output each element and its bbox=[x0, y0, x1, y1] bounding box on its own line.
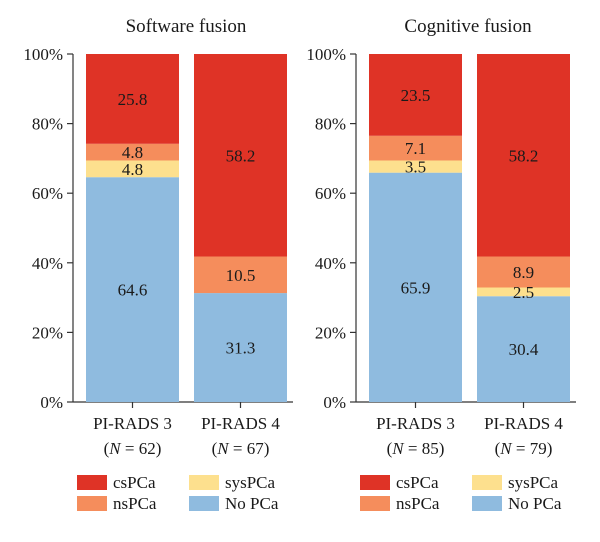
y-tick-label: 20% bbox=[32, 323, 63, 342]
y-tick-label: 0% bbox=[40, 393, 63, 412]
x-category-label: PI-RADS 3 bbox=[93, 414, 172, 433]
data-label: 10.5 bbox=[226, 266, 256, 285]
bar-segment-syspca bbox=[369, 160, 462, 173]
x-category-count: (N = 67) bbox=[212, 439, 270, 458]
legend-swatch bbox=[77, 496, 107, 511]
data-label: 58.2 bbox=[509, 146, 539, 165]
x-category-label: PI-RADS 4 bbox=[201, 414, 280, 433]
y-tick-label: 20% bbox=[315, 323, 346, 342]
y-tick-label: 40% bbox=[315, 254, 346, 273]
x-category-count: (N = 62) bbox=[104, 439, 162, 458]
bar-segment-no-pca bbox=[369, 172, 462, 402]
legend-label: sysPCa bbox=[225, 473, 276, 492]
legend-swatch bbox=[472, 496, 502, 511]
legend-swatch bbox=[472, 475, 502, 490]
x-category-label: PI-RADS 4 bbox=[484, 414, 563, 433]
y-tick-label: 80% bbox=[315, 115, 346, 134]
y-tick-label: 40% bbox=[32, 254, 63, 273]
legend-label: nsPCa bbox=[113, 494, 157, 513]
legend-label: csPCa bbox=[113, 473, 156, 492]
bar-segment-cspca bbox=[86, 54, 179, 144]
y-tick-label: 80% bbox=[32, 115, 63, 134]
chart-panel-2: Cognitive fusion 0% 20% 40% 60% 80% 100% 65.9 3.… bbox=[306, 16, 576, 513]
bar-segment-cspca bbox=[194, 54, 287, 257]
y-tick-label: 60% bbox=[315, 184, 346, 203]
legend-swatch bbox=[77, 475, 107, 490]
data-label: 31.3 bbox=[226, 339, 256, 358]
data-label: 25.8 bbox=[118, 90, 148, 109]
bar-segment-no-pca bbox=[86, 177, 179, 402]
data-label: 2.5 bbox=[513, 283, 534, 302]
bar-segment-syspca bbox=[86, 160, 179, 178]
y-tick-label: 100% bbox=[306, 45, 346, 64]
bar-segment-no-pca bbox=[477, 296, 570, 402]
chart-title: Cognitive fusion bbox=[404, 16, 532, 37]
data-label: 23.5 bbox=[401, 86, 431, 105]
x-category-label: PI-RADS 3 bbox=[376, 414, 455, 433]
data-label: 3.5 bbox=[405, 158, 426, 177]
chart-title: Software fusion bbox=[126, 16, 247, 37]
bar-segment-no-pca bbox=[194, 293, 287, 402]
legend-swatch bbox=[189, 496, 219, 511]
bar-segment-nspca bbox=[477, 256, 570, 288]
data-label: 58.2 bbox=[226, 146, 256, 165]
data-label: 64.6 bbox=[118, 281, 148, 300]
legend-label: sysPCa bbox=[508, 473, 559, 492]
bar-segment-syspca bbox=[477, 287, 570, 297]
data-label: 4.8 bbox=[122, 160, 143, 179]
legend-swatch bbox=[360, 496, 390, 511]
y-tick-label: 100% bbox=[23, 45, 63, 64]
y-tick-label: 60% bbox=[32, 184, 63, 203]
x-category-count: (N = 85) bbox=[387, 439, 445, 458]
chart-panel-1: Software fusion 0% 20% 40% 60% 80% 100% 64.6 4.8… bbox=[23, 16, 293, 513]
legend-label: No PCa bbox=[225, 494, 279, 513]
bar-segment-nspca bbox=[86, 143, 179, 161]
legend-label: No PCa bbox=[508, 494, 562, 513]
legend-label: csPCa bbox=[396, 473, 439, 492]
legend-swatch bbox=[189, 475, 219, 490]
bar-segment-cspca bbox=[477, 54, 570, 257]
bar-segment-cspca bbox=[369, 54, 462, 136]
legend-label: nsPCa bbox=[396, 494, 440, 513]
x-category-count: (N = 79) bbox=[495, 439, 553, 458]
y-tick-label: 0% bbox=[323, 393, 346, 412]
bar-segment-nspca bbox=[194, 256, 287, 294]
legend-swatch bbox=[360, 475, 390, 490]
data-label: 8.9 bbox=[513, 263, 534, 282]
bar-segment-nspca bbox=[369, 135, 462, 161]
data-label: 65.9 bbox=[401, 278, 431, 297]
data-label: 30.4 bbox=[509, 340, 539, 359]
data-label: 7.1 bbox=[405, 139, 426, 158]
data-label: 4.8 bbox=[122, 143, 143, 162]
